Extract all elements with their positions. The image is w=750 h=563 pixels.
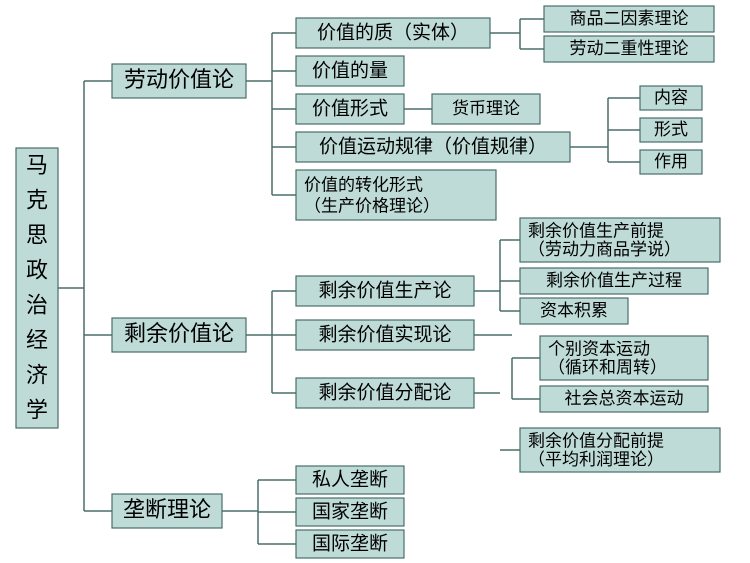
svg-text:（循环和周转）: （循环和周转） xyxy=(548,358,667,377)
svg-text:剩余价值分配论: 剩余价值分配论 xyxy=(318,381,451,403)
svg-text:国际垄断: 国际垄断 xyxy=(312,532,388,554)
node-B2a: 个别资本运动（循环和周转） xyxy=(540,336,708,380)
node-B2b: 社会总资本运动 xyxy=(540,386,708,412)
svg-text:剩余价值生产前提: 剩余价值生产前提 xyxy=(528,221,664,240)
node-A1: 价值的质（实体） xyxy=(296,18,490,48)
svg-text:剩余价值实现论: 剩余价值实现论 xyxy=(318,323,451,345)
svg-text:货币理论: 货币理论 xyxy=(452,99,520,118)
node-A4b: 形式 xyxy=(640,118,702,142)
node-A2: 价值的量 xyxy=(296,56,404,86)
svg-text:（生产价格理论）: （生产价格理论） xyxy=(304,196,440,215)
node-A1b: 劳动二重性理论 xyxy=(544,36,714,62)
svg-text:剩余价值生产论: 剩余价值生产论 xyxy=(318,279,451,301)
svg-text:形式: 形式 xyxy=(654,120,688,139)
node-B3: 剩余价值分配论 xyxy=(296,378,474,408)
nodes-layer: 马克思政治经济学 劳动价值论剩余价值论垄断理论 价值的质（实体） 价值的量价值形式价值… xyxy=(16,6,720,558)
svg-text:价值形式: 价值形式 xyxy=(312,97,388,119)
svg-text:内容: 内容 xyxy=(654,88,688,107)
svg-text:价值的转化形式: 价值的转化形式 xyxy=(304,175,423,194)
node-A5: 价值的转化形式 （生产价格理论） xyxy=(296,170,496,220)
node-A4a: 内容 xyxy=(640,86,702,110)
svg-text:剩余价值生产过程: 剩余价值生产过程 xyxy=(546,271,682,290)
svg-text:（劳动力商品学说）: （劳动力商品学说） xyxy=(528,240,681,259)
svg-text:个别资本运动: 个别资本运动 xyxy=(548,339,650,358)
svg-text:国家垄断: 国家垄断 xyxy=(312,500,388,522)
svg-text:垄断理论: 垄断理论 xyxy=(123,497,211,522)
svg-text:剩余价值分配前提: 剩余价值分配前提 xyxy=(528,431,664,450)
node-A1a: 商品二因素理论 xyxy=(544,6,714,32)
svg-text:（平均利润理论）: （平均利润理论） xyxy=(528,450,664,469)
node-C: 垄断理论 xyxy=(112,494,222,528)
node-B3a: 剩余价值分配前提（平均利润理论） xyxy=(520,428,720,472)
node-A4c: 作用 xyxy=(640,150,702,174)
svg-text:思: 思 xyxy=(26,222,48,247)
svg-text:社会总资本运动: 社会总资本运动 xyxy=(565,389,684,408)
node-B: 剩余价值论 xyxy=(112,318,246,352)
tree-diagram: 马克思政治经济学 劳动价值论剩余价值论垄断理论 价值的质（实体） 价值的量价值形式价值… xyxy=(0,0,750,563)
svg-text:资本积累: 资本积累 xyxy=(540,301,608,320)
node-B1c: 资本积累 xyxy=(520,298,628,324)
svg-text:价值运动规律（价值规律）: 价值运动规律（价值规律） xyxy=(319,135,547,157)
svg-text:价值的量: 价值的量 xyxy=(312,59,388,81)
svg-text:克: 克 xyxy=(26,187,48,212)
node-B2: 剩余价值实现论 xyxy=(296,320,474,350)
svg-text:价值的质（实体）: 价值的质（实体） xyxy=(317,21,469,43)
svg-text:政: 政 xyxy=(26,257,48,282)
node-C3: 国际垄断 xyxy=(296,530,404,558)
node-C2: 国家垄断 xyxy=(296,498,404,526)
node-C1: 私人垄断 xyxy=(296,466,404,494)
svg-text:作用: 作用 xyxy=(654,152,688,171)
node-B1a: 剩余价值生产前提（劳动力商品学说） xyxy=(520,218,720,262)
svg-text:劳动二重性理论: 劳动二重性理论 xyxy=(570,39,689,58)
svg-text:剩余价值论: 剩余价值论 xyxy=(124,321,234,346)
node-B1: 剩余价值生产论 xyxy=(296,276,474,306)
svg-text:私人垄断: 私人垄断 xyxy=(312,468,388,490)
svg-text:学: 学 xyxy=(26,397,48,422)
node-A: 劳动价值论 xyxy=(112,64,246,98)
svg-text:劳动价值论: 劳动价值论 xyxy=(124,67,234,92)
node-A3: 价值形式 xyxy=(296,94,404,124)
node-A3a: 货币理论 xyxy=(432,94,540,124)
node-A4: 价值运动规律（价值规律） xyxy=(296,132,570,162)
svg-text:马: 马 xyxy=(26,152,48,177)
svg-text:济: 济 xyxy=(26,362,48,387)
node-root: 马克思政治经济学 xyxy=(16,148,58,428)
node-B1b: 剩余价值生产过程 xyxy=(520,268,708,294)
svg-text:治: 治 xyxy=(26,292,48,317)
svg-text:经: 经 xyxy=(26,327,48,352)
svg-text:商品二因素理论: 商品二因素理论 xyxy=(570,9,689,28)
